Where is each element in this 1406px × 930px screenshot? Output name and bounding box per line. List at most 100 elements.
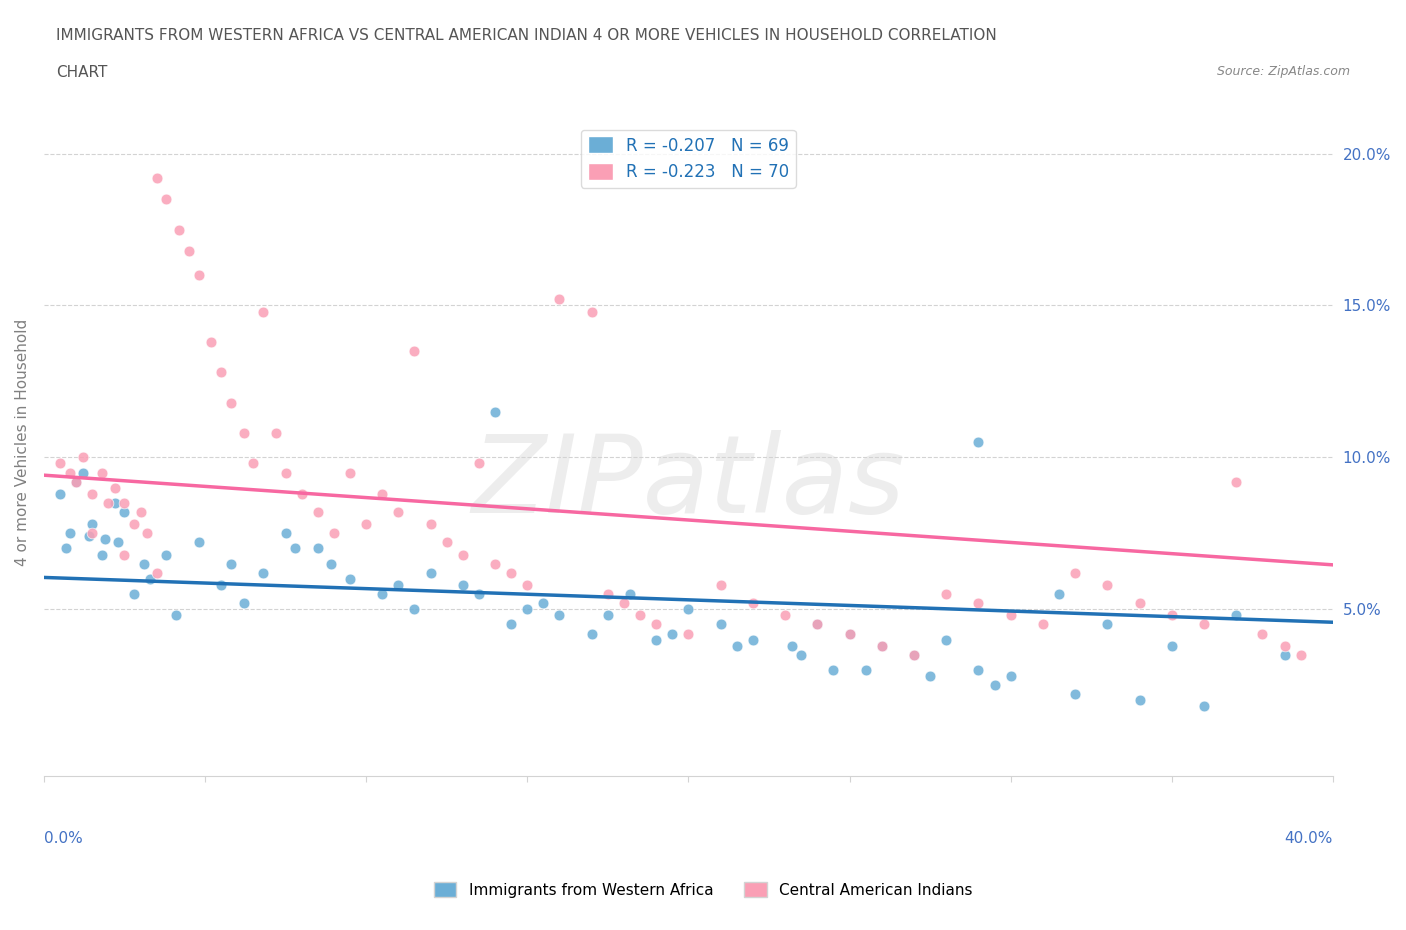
Point [967,596,990,611]
Point [354,517,377,532]
Point [167,222,190,237]
Point [468,456,491,471]
Point [114,547,136,562]
Point [806,617,828,631]
Text: CHART: CHART [56,65,108,80]
Point [291,486,314,501]
Point [1251,626,1274,641]
Point [1225,474,1247,489]
Point [935,632,957,647]
Point [209,365,232,379]
Point [581,304,603,319]
Point [114,496,136,511]
Y-axis label: 4 or more Vehicles in Household: 4 or more Vehicles in Household [15,319,30,565]
Point [1000,608,1022,623]
Point [790,647,813,662]
Point [387,578,409,592]
Point [82,517,104,532]
Point [139,571,162,586]
Point [136,525,159,540]
Point [77,529,100,544]
Point [177,244,200,259]
Point [72,465,94,480]
Point [155,547,177,562]
Point [967,434,990,449]
Point [741,632,763,647]
Point [501,617,523,631]
Text: 0.0%: 0.0% [44,831,83,846]
Point [613,596,636,611]
Point [741,596,763,611]
Point [264,426,287,441]
Point [322,525,344,540]
Point [307,541,329,556]
Point [419,517,441,532]
Point [1128,693,1150,708]
Point [967,662,990,677]
Point [404,602,426,617]
Point [219,556,242,571]
Point [200,335,222,350]
Point [645,632,668,647]
Point [219,395,242,410]
Point [72,450,94,465]
Point [983,678,1005,693]
Point [82,525,104,540]
Point [870,638,893,653]
Point [1289,647,1312,662]
Point [710,578,733,592]
Point [104,496,127,511]
Point [548,292,571,307]
Point [1064,687,1087,702]
Point [1160,638,1182,653]
Legend: R = -0.207   N = 69, R = -0.223   N = 70: R = -0.207 N = 69, R = -0.223 N = 70 [581,129,796,188]
Point [274,525,297,540]
Point [94,532,117,547]
Point [661,626,683,641]
Point [65,474,87,489]
Point [82,486,104,501]
Point [855,662,877,677]
Point [484,556,506,571]
Point [114,505,136,520]
Point [806,617,828,631]
Text: 40.0%: 40.0% [1285,831,1333,846]
Point [678,602,700,617]
Point [501,565,523,580]
Point [97,496,120,511]
Point [107,535,129,550]
Point [59,525,82,540]
Point [49,456,72,471]
Point [155,192,177,206]
Point [145,565,167,580]
Point [1128,596,1150,611]
Point [1097,617,1119,631]
Point [1225,608,1247,623]
Point [49,486,72,501]
Point [242,456,264,471]
Text: Source: ZipAtlas.com: Source: ZipAtlas.com [1216,65,1350,78]
Point [596,608,619,623]
Point [371,587,394,602]
Point [252,565,274,580]
Point [628,608,651,623]
Point [619,587,641,602]
Legend: Immigrants from Western Africa, Central American Indians: Immigrants from Western Africa, Central … [427,875,979,904]
Point [59,465,82,480]
Point [451,578,474,592]
Point [531,596,554,611]
Point [187,268,209,283]
Point [165,608,187,623]
Point [516,578,538,592]
Point [1047,587,1070,602]
Point [645,617,668,631]
Point [935,587,957,602]
Point [252,304,274,319]
Point [387,505,409,520]
Point [55,541,77,556]
Point [1064,565,1087,580]
Point [780,638,803,653]
Point [678,626,700,641]
Point [339,571,361,586]
Point [484,405,506,419]
